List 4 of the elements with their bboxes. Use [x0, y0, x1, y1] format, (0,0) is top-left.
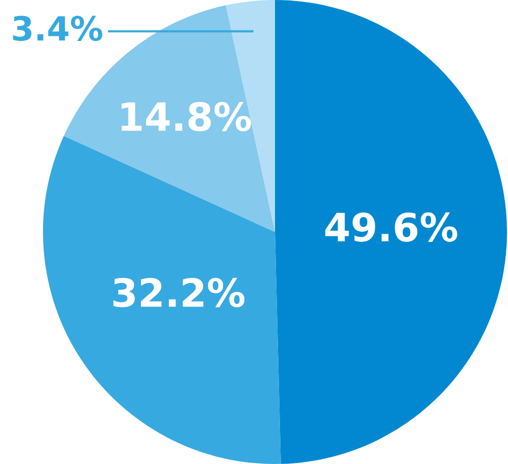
data-label: 32.2%: [113, 278, 244, 308]
data-label: 49.6%: [325, 212, 458, 242]
data-label: 3.4%: [13, 16, 102, 41]
data-label: 14.8%: [122, 102, 251, 132]
